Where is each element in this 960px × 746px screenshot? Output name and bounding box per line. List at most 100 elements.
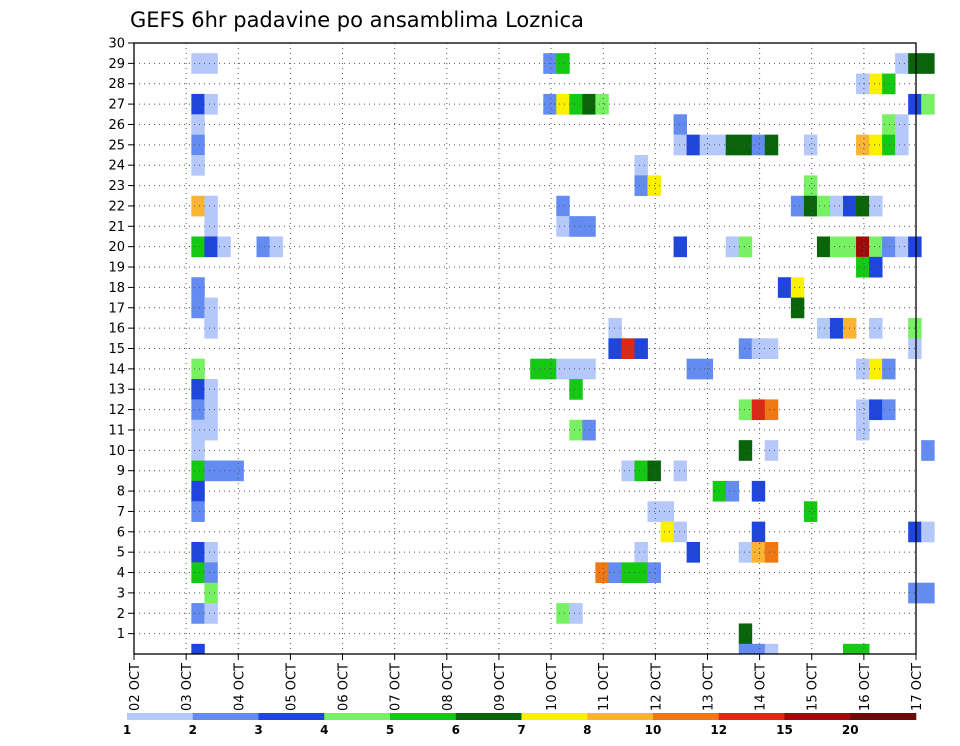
precip-cell [621,461,634,482]
colorbar-label: 5 [386,723,394,737]
precip-cell [739,135,752,156]
precip-cell [191,135,204,156]
precip-cell [661,522,674,543]
precip-cell [191,298,204,319]
precip-cell [739,399,752,420]
x-tick-label: 15 OCT [806,663,821,711]
y-tick-label: 22 [108,199,125,214]
colorbar-swatch [324,713,390,720]
y-tick-label: 25 [108,138,125,153]
precip-cell [191,277,204,298]
precip-cell [634,338,647,359]
precip-cell [595,94,608,115]
precip-cell [817,196,830,217]
precip-cell [869,399,882,420]
precip-cell [921,583,934,604]
precip-cell [869,74,882,95]
precip-cell [869,236,882,257]
precip-cell [204,542,217,563]
colorbar-swatch [456,713,522,720]
precip-cell [895,114,908,135]
precip-cell [726,236,739,257]
precip-cell [191,236,204,257]
precip-cell [556,94,569,115]
precip-cell [687,359,700,380]
precip-cell [569,94,582,115]
precip-cell [765,644,778,654]
y-tick-label: 29 [108,57,125,72]
x-tick-label: 12 OCT [649,663,664,711]
y-tick-label: 9 [117,464,125,479]
precip-cell [817,318,830,339]
x-tick-label: 14 OCT [754,663,769,711]
precip-cell [595,562,608,583]
precip-cell [191,53,204,74]
colorbar-label: 12 [710,723,727,737]
precip-cell [191,94,204,115]
precip-cell [843,644,856,654]
y-tick-label: 6 [117,525,125,540]
precip-cell [191,359,204,380]
precip-cell [791,298,804,319]
precip-cell [204,583,217,604]
precip-cell [856,644,869,654]
y-tick-label: 5 [117,546,125,561]
chart-title: GEFS 6hr padavine po ansamblima Loznica [130,8,584,32]
precip-cell [556,216,569,237]
precip-cell [804,175,817,196]
precip-cell [921,522,934,543]
precip-cell [687,135,700,156]
precip-cell [191,562,204,583]
colorbar-label: 1 [123,723,131,737]
precip-cell [856,399,869,420]
precip-cell [726,481,739,502]
x-tick-label: 04 OCT [232,663,247,711]
precip-cell [765,542,778,563]
precip-cell [191,603,204,624]
colorbar-label: 8 [583,723,591,737]
precip-cell [700,359,713,380]
precip-cell [921,440,934,461]
colorbar-swatch [259,713,325,720]
precip-cell [752,481,765,502]
precip-cell [191,501,204,522]
precip-cell [661,501,674,522]
x-tick-label: 03 OCT [180,663,195,711]
x-tick-label: 10 OCT [545,663,560,711]
y-tick-label: 13 [108,383,125,398]
precip-cell [791,277,804,298]
y-tick-label: 16 [108,322,125,337]
precip-cell [191,461,204,482]
precip-cell [687,542,700,563]
precip-cell [869,135,882,156]
precip-cell [204,298,217,319]
precip-cell [739,440,752,461]
y-tick-label: 2 [117,607,125,622]
x-tick-label: 17 OCT [910,663,925,711]
precip-cell [569,216,582,237]
precip-cell [895,135,908,156]
colorbar-swatch [850,713,916,720]
precip-cell [804,135,817,156]
precip-cell [204,603,217,624]
precip-cell [895,53,908,74]
precip-cell [621,562,634,583]
x-tick-label: 07 OCT [389,663,404,711]
y-tick-label: 20 [108,240,125,255]
precip-cell [204,399,217,420]
y-tick-label: 10 [108,444,125,459]
precip-cell [765,399,778,420]
precip-cell [569,420,582,441]
y-tick-label: 28 [108,77,125,92]
precip-cell [739,236,752,257]
precip-cell [204,53,217,74]
precip-cell [856,135,869,156]
precip-cell [634,175,647,196]
precip-cell [257,236,270,257]
colorbar-swatch [587,713,653,720]
x-tick-label: 05 OCT [284,663,299,711]
x-tick-label: 02 OCT [128,663,143,711]
precip-cell [856,74,869,95]
colorbar-swatch [522,713,588,720]
y-tick-label: 18 [108,281,125,296]
